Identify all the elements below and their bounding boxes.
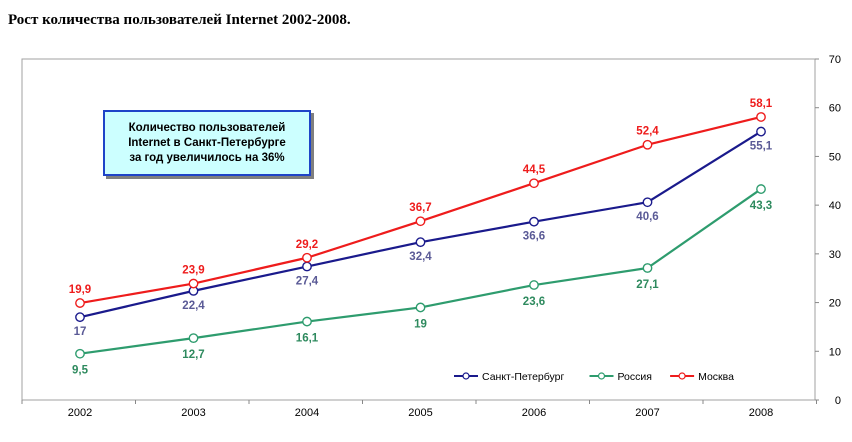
data-point <box>75 348 85 359</box>
y-tick-label: 0 <box>835 395 841 407</box>
data-point <box>642 139 653 150</box>
legend-entry: Москва <box>698 371 734 383</box>
x-tick-label: 2003 <box>181 407 205 419</box>
legend-entry: Санкт-Петербург <box>482 371 565 383</box>
y-tick-label: 70 <box>829 54 841 66</box>
x-tick-label: 2002 <box>68 407 92 419</box>
data-point <box>302 252 312 263</box>
data-label: 19,9 <box>69 284 91 296</box>
data-point <box>756 184 766 194</box>
y-tick-label: 40 <box>829 200 841 212</box>
callout-line-1: Количество пользователей <box>128 121 286 134</box>
data-label: 17 <box>74 326 87 338</box>
data-point <box>529 280 539 290</box>
y-tick-label: 20 <box>829 298 841 310</box>
data-point <box>642 197 653 208</box>
data-label: 27,4 <box>296 276 319 288</box>
data-label: 12,7 <box>182 349 204 361</box>
data-label: 55,1 <box>750 141 773 153</box>
data-point <box>756 112 766 122</box>
y-tick-label: 60 <box>829 103 841 115</box>
data-label: 40,6 <box>636 211 658 223</box>
data-point <box>188 278 199 289</box>
annotation-callout: Количество пользователей Internet в Санк… <box>103 110 311 176</box>
data-point <box>302 316 312 327</box>
data-point <box>756 126 766 137</box>
data-point <box>529 178 539 189</box>
callout-line-2: Internet в Санкт-Петербурге <box>128 136 286 149</box>
data-label: 44,5 <box>523 164 546 176</box>
data-point <box>415 216 426 227</box>
x-tick-label: 2004 <box>295 407 319 419</box>
page-title: Рост количества пользователей Internet 2… <box>8 12 351 28</box>
y-tick-label: 50 <box>829 151 841 163</box>
data-point <box>642 263 653 273</box>
data-label: 29,2 <box>296 239 318 251</box>
data-point <box>75 298 85 308</box>
data-point <box>415 302 426 313</box>
data-point <box>529 216 539 227</box>
legend-swatch-marker <box>678 372 686 380</box>
x-tick-label: 2007 <box>635 407 659 419</box>
data-label: 23,9 <box>182 265 204 277</box>
legend-swatch-marker <box>597 372 606 380</box>
data-label: 32,4 <box>409 251 432 263</box>
callout-line-3: за год увеличилось на 36% <box>129 151 285 164</box>
x-tick-label: 2005 <box>408 407 432 419</box>
data-label: 36,6 <box>523 231 545 243</box>
data-label: 52,4 <box>636 126 659 138</box>
data-point <box>302 261 312 272</box>
data-label: 23,6 <box>523 296 545 308</box>
data-label: 9,5 <box>72 365 89 377</box>
x-tick-label: 2008 <box>749 407 773 419</box>
data-label: 22,4 <box>182 300 205 312</box>
data-label: 43,3 <box>750 200 772 212</box>
data-point <box>75 312 85 323</box>
data-point <box>188 333 199 344</box>
y-tick-label: 10 <box>829 346 841 358</box>
x-tick-label: 2006 <box>522 407 546 419</box>
data-label: 58,1 <box>750 98 773 110</box>
legend-entry: Россия <box>618 371 652 383</box>
y-tick-label: 30 <box>829 249 841 261</box>
data-label: 16,1 <box>296 333 319 345</box>
data-point <box>415 237 426 248</box>
data-label: 19 <box>414 318 427 330</box>
legend-swatch-marker <box>462 372 470 380</box>
data-label: 36,7 <box>409 202 431 214</box>
data-label: 27,1 <box>636 279 659 291</box>
